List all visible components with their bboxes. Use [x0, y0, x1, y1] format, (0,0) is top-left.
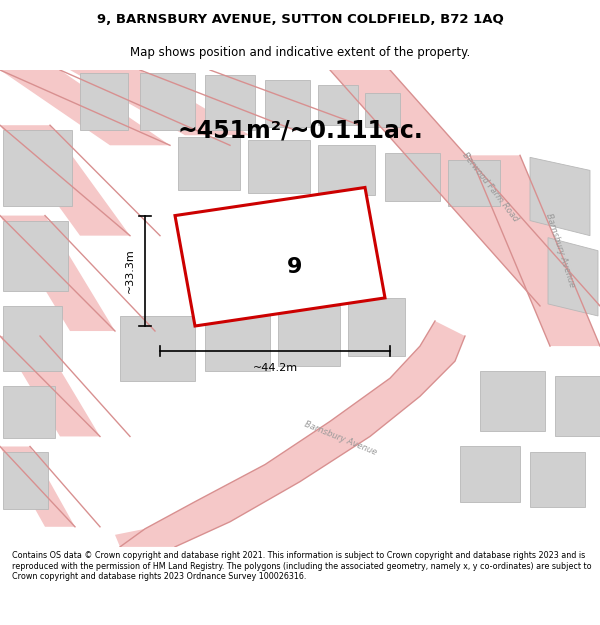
- Text: Berwood Farm Road: Berwood Farm Road: [460, 151, 520, 224]
- Polygon shape: [530, 158, 590, 236]
- Polygon shape: [115, 321, 465, 547]
- Polygon shape: [318, 85, 358, 125]
- Polygon shape: [480, 371, 545, 431]
- Polygon shape: [448, 161, 500, 206]
- Text: Barnsbury Avenue: Barnsbury Avenue: [302, 420, 377, 457]
- Polygon shape: [3, 130, 72, 206]
- Polygon shape: [265, 80, 310, 128]
- Polygon shape: [3, 386, 55, 439]
- Polygon shape: [0, 125, 130, 236]
- Text: 9, BARNSBURY AVENUE, SUTTON COLDFIELD, B72 1AQ: 9, BARNSBURY AVENUE, SUTTON COLDFIELD, B…: [97, 13, 503, 26]
- Polygon shape: [278, 306, 340, 366]
- Polygon shape: [0, 336, 100, 436]
- Polygon shape: [0, 216, 115, 331]
- Polygon shape: [205, 311, 270, 371]
- Polygon shape: [348, 298, 405, 356]
- Polygon shape: [178, 138, 240, 191]
- Polygon shape: [460, 446, 520, 502]
- Text: Barnsbury Avenue: Barnsbury Avenue: [544, 213, 576, 289]
- Text: Contains OS data © Crown copyright and database right 2021. This information is : Contains OS data © Crown copyright and d…: [12, 551, 592, 581]
- Polygon shape: [205, 75, 255, 130]
- Polygon shape: [3, 451, 48, 509]
- Polygon shape: [365, 93, 400, 128]
- Polygon shape: [80, 73, 128, 130]
- Text: 9: 9: [287, 257, 302, 277]
- Polygon shape: [0, 70, 170, 145]
- Polygon shape: [470, 156, 600, 346]
- Polygon shape: [120, 316, 195, 381]
- Text: Map shows position and indicative extent of the property.: Map shows position and indicative extent…: [130, 46, 470, 59]
- Text: ~33.3m: ~33.3m: [125, 248, 135, 293]
- Polygon shape: [555, 376, 600, 436]
- Polygon shape: [318, 145, 375, 196]
- Polygon shape: [175, 188, 385, 326]
- Polygon shape: [3, 221, 68, 291]
- Polygon shape: [0, 446, 75, 527]
- Text: ~451m²/~0.111ac.: ~451m²/~0.111ac.: [177, 118, 423, 142]
- Polygon shape: [140, 73, 195, 130]
- Polygon shape: [3, 306, 62, 371]
- Polygon shape: [70, 70, 250, 135]
- Polygon shape: [530, 451, 585, 507]
- Polygon shape: [548, 238, 598, 316]
- Polygon shape: [248, 140, 310, 194]
- Polygon shape: [385, 153, 440, 201]
- Text: ~44.2m: ~44.2m: [253, 363, 298, 373]
- Polygon shape: [330, 70, 600, 306]
